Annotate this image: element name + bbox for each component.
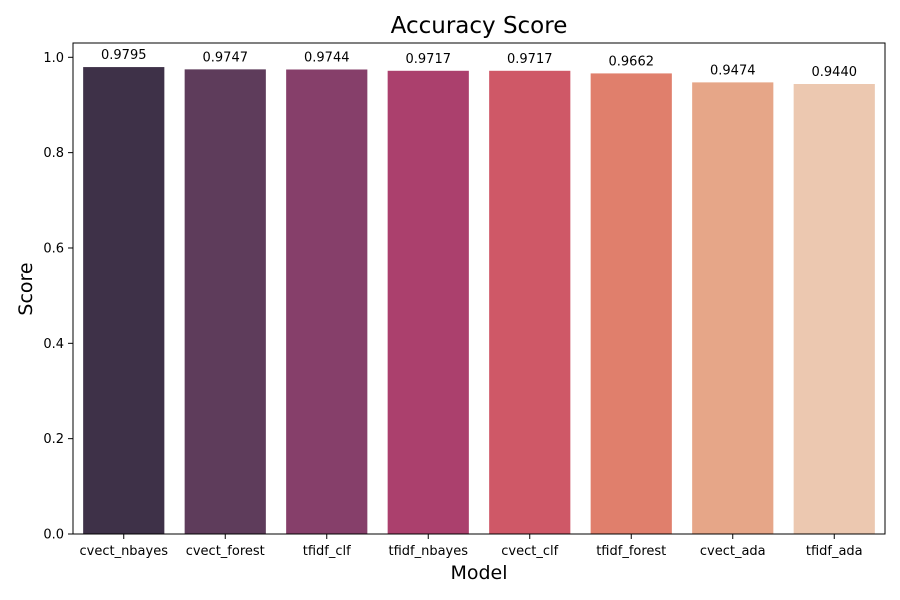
data-label-cvect_forest: 0.9747: [203, 50, 249, 65]
x-tick-label-cvect_forest: cvect_forest: [186, 544, 265, 559]
y-tick-label: 0.0: [43, 528, 64, 543]
y-tick-label: 0.8: [43, 146, 64, 161]
data-label-tfidf_forest: 0.9662: [609, 54, 655, 69]
bar-tfidf_ada: [793, 83, 875, 534]
y-tick-label: 0.2: [43, 432, 64, 447]
data-label-tfidf_nbayes: 0.9717: [406, 52, 452, 67]
bar-cvect_clf: [489, 70, 571, 534]
y-tick-label: 0.6: [43, 241, 64, 256]
bar-tfidf_forest: [590, 73, 672, 535]
x-tick-label-cvect_clf: cvect_clf: [501, 544, 558, 559]
data-label-cvect_clf: 0.9717: [507, 52, 553, 67]
x-tick-label-cvect_ada: cvect_ada: [700, 544, 766, 559]
data-label-tfidf_ada: 0.9440: [812, 65, 858, 80]
x-tick-label-cvect_nbayes: cvect_nbayes: [79, 544, 168, 559]
x-axis: cvect_nbayes cvect_forest tfidf_clf tfidf_n…: [79, 534, 863, 559]
chart-title: Accuracy Score: [391, 13, 568, 39]
y-axis-label: Score: [15, 262, 37, 315]
bar-cvect_nbayes: [83, 67, 165, 534]
data-label-cvect_nbayes: 0.9795: [101, 48, 147, 63]
y-axis: 0.0 0.2 0.4 0.6 0.8 1.0: [43, 51, 73, 543]
x-tick-label-tfidf_nbayes: tfidf_nbayes: [388, 544, 468, 559]
bar-tfidf_nbayes: [387, 70, 469, 534]
x-axis-label: Model: [450, 562, 507, 584]
data-label-cvect_ada: 0.9474: [710, 63, 756, 78]
y-tick-label: 1.0: [43, 51, 64, 66]
data-labels-group: 0.9795 0.9747 0.9744 0.9717 0.9717 0.9662 0.94…: [101, 48, 857, 80]
data-label-tfidf_clf: 0.9744: [304, 51, 350, 66]
plot-frame: [72, 42, 886, 535]
x-tick-label-tfidf_clf: tfidf_clf: [303, 544, 351, 559]
bar-cvect_forest: [184, 69, 266, 535]
bar-tfidf_clf: [286, 69, 368, 535]
x-tick-label-tfidf_forest: tfidf_forest: [596, 544, 666, 559]
x-tick-label-tfidf_ada: tfidf_ada: [806, 544, 863, 559]
bar-cvect_ada: [692, 82, 774, 535]
y-tick-label: 0.4: [43, 337, 64, 352]
bars-group: [83, 67, 875, 535]
